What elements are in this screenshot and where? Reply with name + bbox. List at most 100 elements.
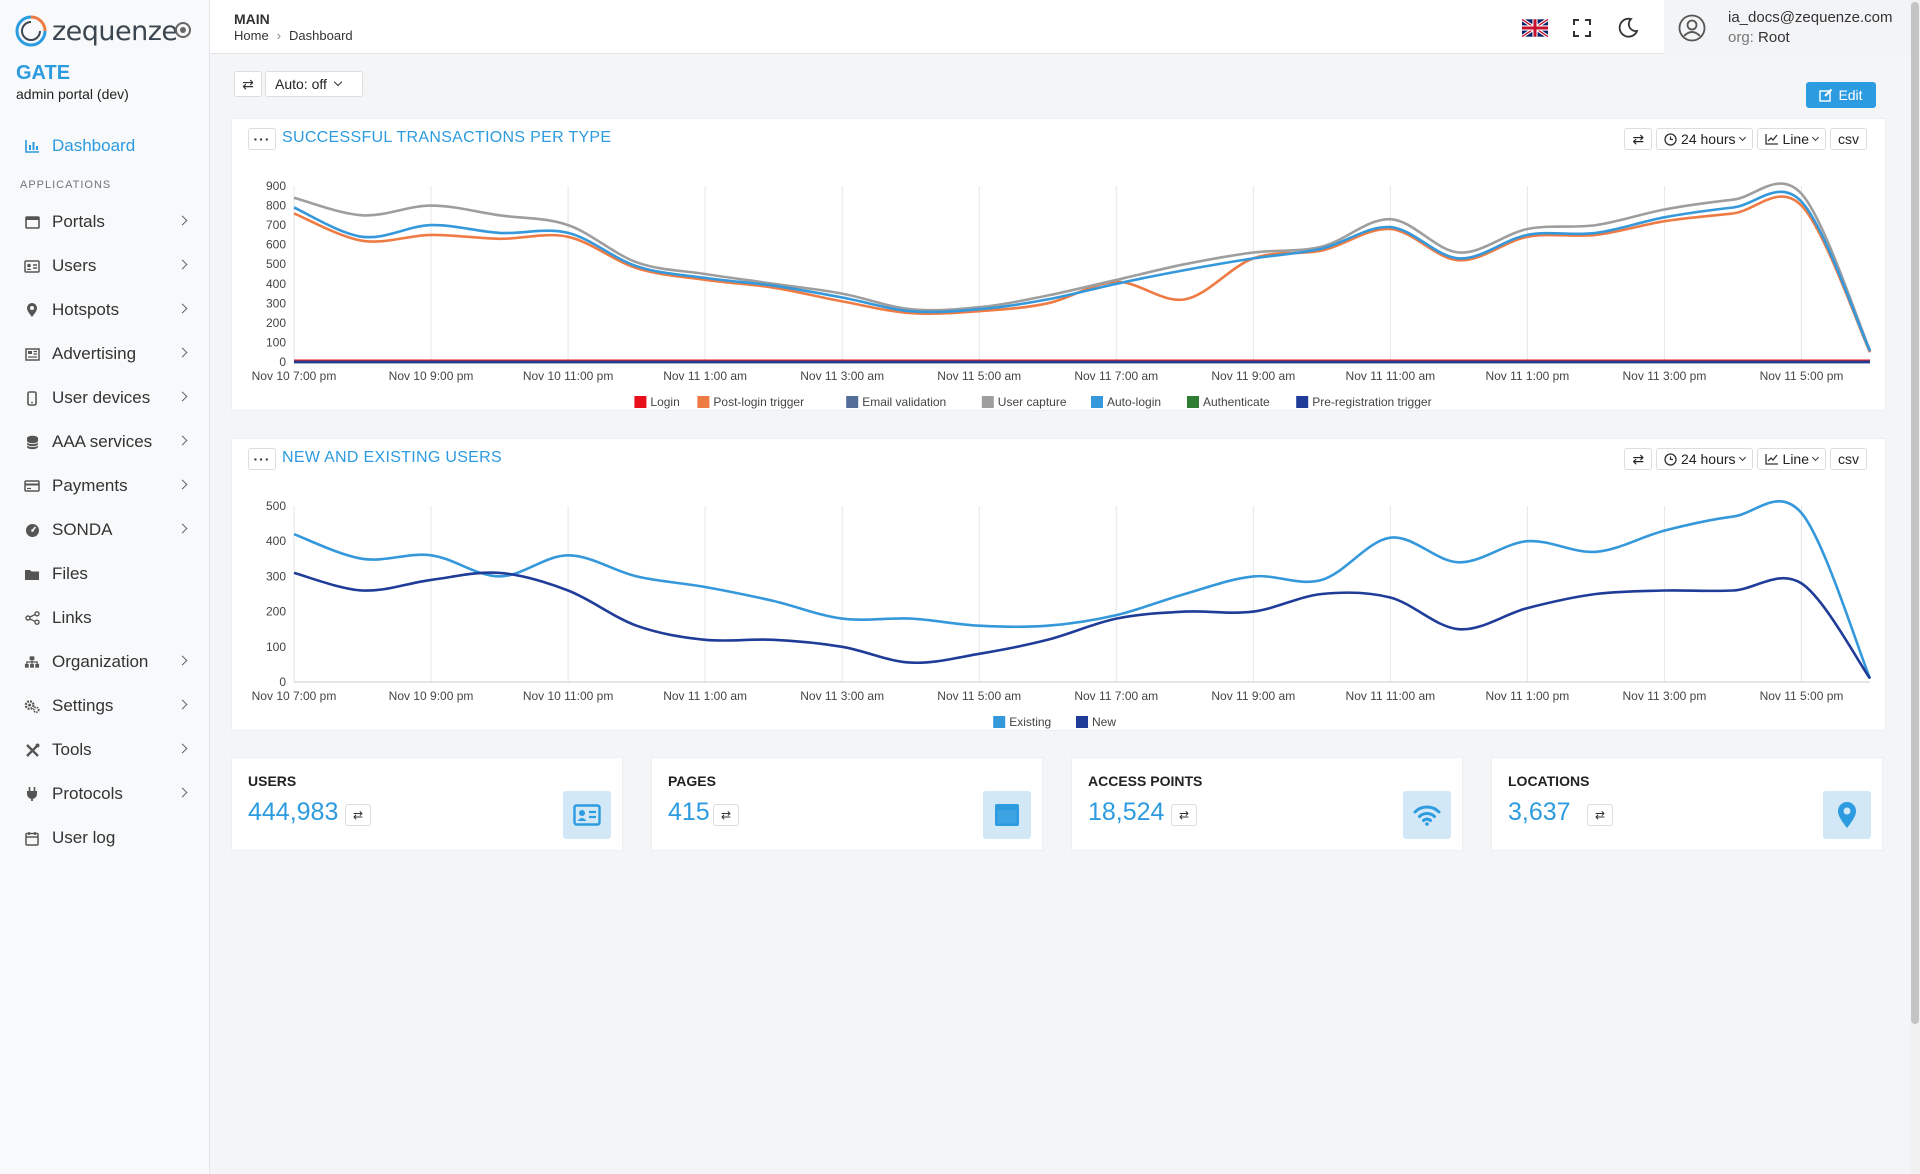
chevron-right-icon[interactable]	[177, 215, 188, 226]
auto-refresh-dropdown[interactable]: Auto: off	[265, 71, 363, 97]
chevron-right-icon[interactable]	[177, 523, 188, 534]
chevron-down-icon	[1811, 133, 1820, 142]
sidebar-item-dashboard[interactable]: Dashboard	[0, 124, 210, 168]
uk-flag-icon[interactable]	[1522, 19, 1548, 37]
org-value: Root	[1758, 29, 1790, 46]
sidebar-item-label: Advertising	[52, 344, 137, 363]
chart-options-button[interactable]: ···	[248, 448, 276, 470]
x-tick-label: Nov 11 1:00 am	[663, 369, 747, 383]
chevron-down-icon	[1738, 453, 1746, 462]
stat-refresh-button[interactable]: ⇄	[1587, 804, 1613, 826]
x-tick-label: Nov 11 1:00 pm	[1485, 369, 1569, 383]
sidebar-item-users[interactable]: Users	[0, 244, 210, 288]
chevron-right-icon[interactable]	[177, 655, 188, 666]
stat-label: ACCESS POINTS	[1088, 773, 1203, 789]
chevron-right-icon[interactable]	[177, 787, 188, 798]
sidebar-item-user-log[interactable]: User log	[0, 816, 210, 860]
transactions-chart-card: ··· SUCCESSFUL TRANSACTIONS PER TYPE ⇄ 2…	[231, 118, 1886, 411]
chevron-right-icon[interactable]	[177, 303, 188, 314]
stat-refresh-button[interactable]: ⇄	[713, 804, 739, 826]
chart-refresh-button[interactable]: ⇄	[1624, 448, 1653, 470]
pin-sidebar-icon[interactable]	[175, 22, 191, 38]
sidebar-nav: Dashboard APPLICATIONS Portals Users Hotsp…	[0, 124, 210, 860]
sidebar-item-label: AAA services	[52, 432, 153, 451]
chevron-right-icon[interactable]	[177, 391, 188, 402]
id-card-icon	[24, 258, 40, 274]
breadcrumb-home[interactable]: Home	[234, 28, 269, 43]
sidebar-item-links[interactable]: Links	[0, 596, 210, 640]
edit-button[interactable]: Edit	[1806, 82, 1876, 108]
edit-label: Edit	[1838, 87, 1863, 103]
chart-type-label: Line	[1782, 131, 1809, 147]
stat-refresh-button[interactable]: ⇄	[345, 804, 371, 826]
sidebar-item-aaa-services[interactable]: AAA services	[0, 420, 210, 464]
dashboard-refresh-button[interactable]: ⇄	[234, 71, 262, 97]
gauge-icon	[24, 522, 40, 538]
x-tick-label: Nov 11 3:00 pm	[1623, 689, 1707, 703]
legend-label: Pre-registration trigger	[1312, 395, 1431, 409]
user-menu[interactable]: ia_docs@zequenze.com org: Root	[1664, 0, 1920, 54]
sidebar-item-advertising[interactable]: Advertising	[0, 332, 210, 376]
chart-tools: ⇄ 24 hours Line csv	[1624, 448, 1867, 470]
csv-export-button[interactable]: csv	[1830, 128, 1867, 150]
y-tick-label: 0	[279, 355, 286, 369]
sidebar-item-portals[interactable]: Portals	[0, 200, 210, 244]
time-range-dropdown[interactable]: 24 hours	[1656, 128, 1753, 150]
sidebar-item-protocols[interactable]: Protocols	[0, 772, 210, 816]
chart-type-dropdown[interactable]: Line	[1756, 128, 1826, 150]
chevron-right-icon[interactable]	[177, 259, 188, 270]
stat-refresh-button[interactable]: ⇄	[1171, 804, 1197, 826]
csv-export-button[interactable]: csv	[1830, 448, 1867, 470]
chevron-right-icon[interactable]	[177, 435, 188, 446]
y-tick-label: 400	[266, 277, 286, 291]
sidebar-item-payments[interactable]: Payments	[0, 464, 210, 508]
x-tick-label: Nov 11 11:00 am	[1346, 369, 1436, 383]
chevron-right-icon[interactable]	[177, 479, 188, 490]
y-tick-label: 100	[266, 640, 286, 654]
calendar-icon	[24, 830, 40, 846]
x-tick-label: Nov 11 5:00 am	[937, 689, 1021, 703]
scrollbar-thumb[interactable]	[1911, 2, 1919, 1024]
sidebar-item-settings[interactable]: Settings	[0, 684, 210, 728]
chart-options-button[interactable]: ···	[248, 128, 276, 150]
y-tick-label: 900	[266, 179, 286, 193]
sidebar-item-sonda[interactable]: SONDA	[0, 508, 210, 552]
chevron-right-icon[interactable]	[177, 347, 188, 358]
legend-swatch	[697, 396, 710, 408]
y-tick-label: 300	[266, 296, 286, 310]
series-line-new	[293, 571, 1872, 680]
breadcrumb: Home › Dashboard	[234, 28, 353, 43]
sidebar-item-tools[interactable]: Tools	[0, 728, 210, 772]
time-range-dropdown[interactable]: 24 hours	[1656, 448, 1753, 470]
tools-icon	[24, 742, 40, 758]
sidebar-item-hotspots[interactable]: Hotspots	[0, 288, 210, 332]
x-tick-label: Nov 11 7:00 am	[1074, 689, 1158, 703]
newspaper-icon	[24, 346, 40, 362]
time-range-label: 24 hours	[1681, 131, 1736, 147]
sidebar-item-label: Protocols	[52, 784, 123, 803]
sidebar-item-label: Files	[52, 564, 88, 583]
legend-swatch	[634, 396, 647, 408]
logo[interactable]: zequenze	[14, 14, 178, 48]
sidebar-item-organization[interactable]: Organization	[0, 640, 210, 684]
chevron-right-icon[interactable]	[177, 743, 188, 754]
dark-mode-moon-icon[interactable]	[1616, 16, 1640, 40]
chevron-right-icon[interactable]	[177, 699, 188, 710]
chart-title: SUCCESSFUL TRANSACTIONS PER TYPE	[282, 129, 612, 146]
id-card-icon	[563, 791, 611, 839]
sidebar-item-user-devices[interactable]: User devices	[0, 376, 210, 420]
x-tick-label: Nov 11 9:00 am	[1211, 689, 1295, 703]
sidebar-item-label: Dashboard	[52, 136, 136, 155]
stat-label: LOCATIONS	[1508, 773, 1590, 789]
y-tick-label: 100	[266, 335, 286, 349]
sidebar-item-files[interactable]: Files	[0, 552, 210, 596]
legend-label: Post-login trigger	[713, 395, 804, 409]
edit-icon	[1819, 88, 1833, 102]
fullscreen-icon[interactable]	[1570, 16, 1594, 40]
x-tick-label: Nov 10 7:00 pm	[252, 689, 337, 703]
chart-refresh-button[interactable]: ⇄	[1624, 128, 1653, 150]
page-scrollbar[interactable]	[1910, 0, 1920, 1174]
x-tick-label: Nov 10 9:00 pm	[389, 369, 474, 383]
y-tick-label: 800	[266, 199, 286, 213]
chart-type-dropdown[interactable]: Line	[1756, 448, 1826, 470]
